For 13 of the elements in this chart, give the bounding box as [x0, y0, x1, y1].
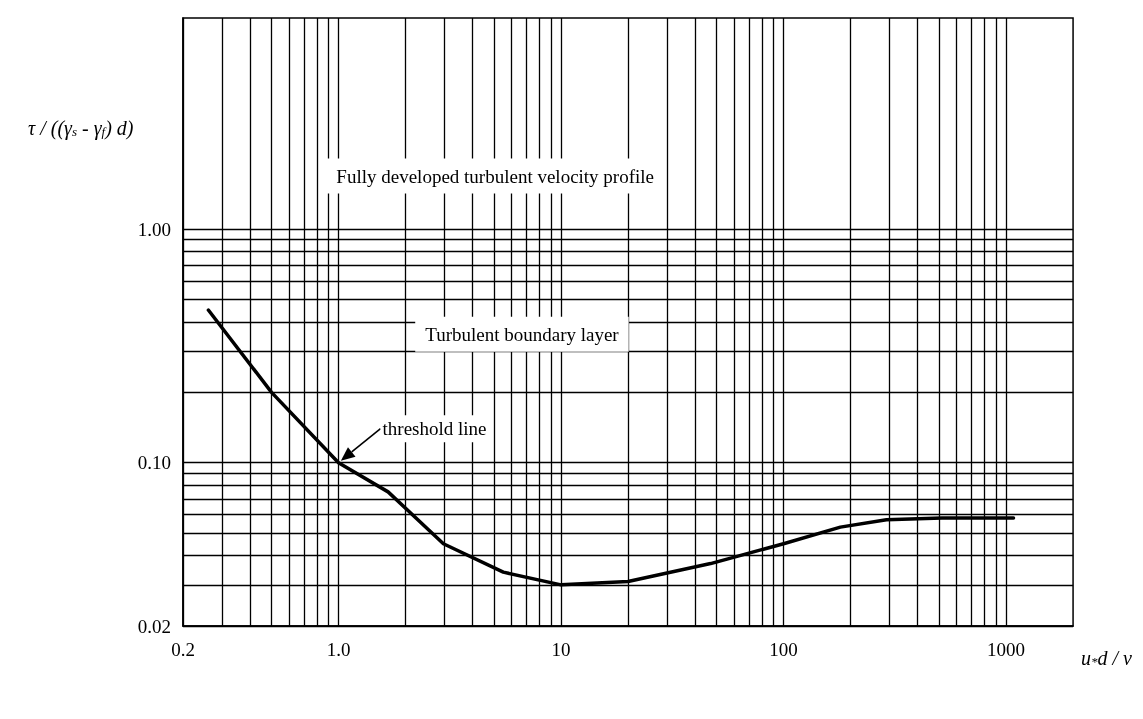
y-tick-label: 0.10	[137, 452, 171, 474]
annotation: Turbulent boundary layer	[425, 323, 620, 345]
annotation: threshold line	[382, 418, 487, 440]
annotation: Fully developed turbulent velocity profile	[336, 165, 655, 187]
x-tick-label: 10	[551, 639, 571, 660]
x-tick-label: 1000	[987, 639, 1026, 660]
x-tick-label: 0.2	[171, 639, 195, 660]
x-axis-title: u*d / ν	[1081, 647, 1133, 669]
y-tick-label: 0.02	[137, 615, 171, 637]
x-tick-label: 100	[769, 639, 798, 660]
y-axis-title: τ / ((γs - γf) d)	[28, 117, 134, 140]
x-tick-label: 1.0	[326, 639, 351, 660]
y-tick-label: 1.00	[137, 218, 171, 240]
